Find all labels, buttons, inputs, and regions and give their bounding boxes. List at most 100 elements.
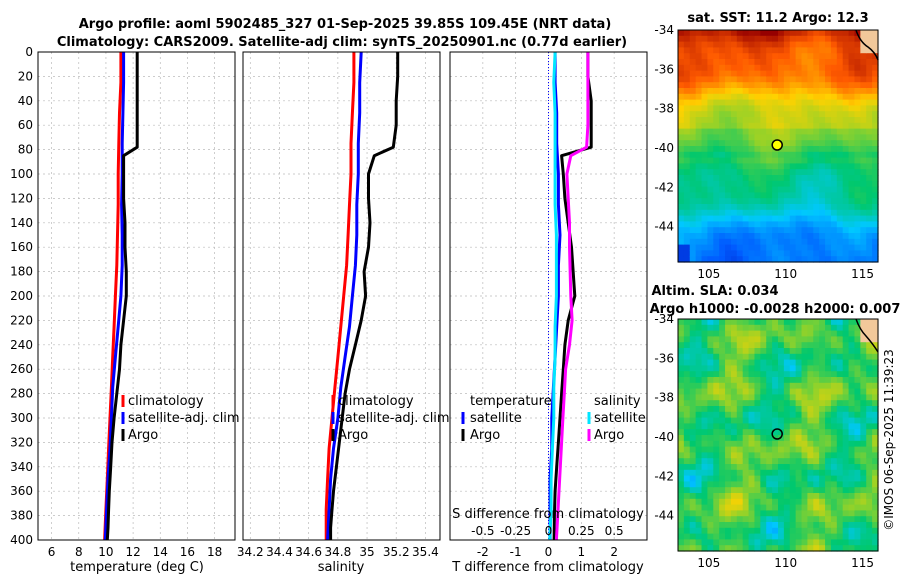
sla-heatmap-cell — [854, 411, 861, 419]
sst-heatmap-cell — [772, 215, 779, 222]
sla-heatmap-cell — [801, 446, 809, 453]
sst-heatmap-cell — [748, 186, 756, 193]
sla-heatmap-cell — [742, 539, 750, 546]
sst-heatmap-cell — [825, 134, 832, 141]
sst-heatmap-cell — [713, 64, 720, 72]
sst-heatmap-cell — [713, 70, 720, 77]
sst-heatmap-cell — [842, 134, 850, 141]
sst-heatmap-cell — [860, 122, 867, 130]
sst-heatmap-cell — [754, 134, 761, 141]
sla-heatmap-cell — [772, 545, 779, 552]
sla-heatmap-cell — [836, 342, 844, 349]
sla-heatmap-cell — [836, 435, 844, 442]
sla-heatmap-cell — [825, 510, 832, 517]
sst-heatmap-cell — [730, 157, 738, 164]
sla-heatmap-cell — [707, 452, 714, 459]
sst-heatmap-cell — [742, 93, 750, 101]
sst-heatmap-cell — [713, 250, 720, 257]
sla-heatmap-cell — [860, 400, 867, 407]
sst-heatmap-cell — [854, 157, 861, 164]
sst-heatmap-cell — [730, 209, 738, 217]
sla-heatmap-cell — [825, 365, 832, 372]
sla-heatmap-cell — [730, 336, 738, 343]
sst-heatmap-cell — [872, 151, 879, 159]
sla-heatmap-cell — [854, 510, 861, 517]
sla-heatmap-cell — [730, 487, 738, 494]
sla-heatmap-cell — [830, 382, 838, 390]
sla-heatmap-cell — [848, 319, 856, 326]
sla-heatmap-cell — [807, 388, 814, 395]
sla-heatmap-cell — [819, 417, 826, 424]
sst-heatmap-cell — [825, 105, 832, 112]
sla-heatmap-cell — [725, 446, 732, 453]
sst-heatmap-cell — [713, 215, 720, 222]
sst-heatmap-cell — [766, 233, 773, 240]
sla-heatmap-cell — [848, 348, 856, 355]
sla-heatmap-cell — [854, 377, 861, 384]
sst-heatmap-cell — [766, 41, 773, 48]
sst-heatmap-cell — [725, 157, 732, 164]
sst-heatmap-cell — [813, 105, 820, 112]
sla-heatmap-cell — [713, 435, 720, 442]
sst-heatmap-cell — [848, 128, 856, 135]
sla-heatmap-cell — [707, 539, 714, 546]
sla-heatmap-cell — [842, 469, 850, 477]
sst-heatmap-cell — [836, 151, 844, 159]
sst-heatmap-cell — [678, 59, 685, 66]
sst-heatmap-cell — [807, 233, 814, 240]
sla-heatmap-cell — [707, 481, 714, 488]
sla-heatmap-cell — [695, 469, 703, 477]
sst-heatmap-cell — [807, 140, 814, 147]
sla-heatmap-cell — [736, 498, 744, 506]
sla-heatmap-cell — [760, 342, 767, 349]
sst-heatmap-cell — [678, 88, 685, 95]
sst-heatmap-cell — [783, 186, 791, 193]
sst-heatmap-cell — [860, 157, 867, 164]
sst-heatmap-cell — [813, 157, 820, 164]
sla-heatmap-cell — [825, 435, 832, 442]
sla-heatmap-cell — [807, 464, 814, 471]
sla-heatmap-cell — [748, 417, 756, 424]
sst-heatmap-cell — [748, 134, 756, 141]
sst-heatmap-cell — [689, 180, 697, 188]
sla-heatmap-cell — [754, 342, 761, 349]
sst-heatmap-cell — [719, 146, 726, 153]
sla-heatmap-cell — [736, 516, 744, 523]
sst-heatmap-cell — [760, 250, 767, 257]
sst-heatmap-cell — [713, 111, 720, 118]
sst-heatmap-cell — [819, 88, 826, 95]
sst-heatmap-cell — [795, 157, 803, 164]
sst-heatmap-cell — [854, 238, 861, 246]
salinity-tick-label: 34.6 — [295, 545, 322, 559]
sst-heatmap-cell — [730, 82, 738, 89]
sst-heatmap-cell — [707, 140, 714, 147]
sst-heatmap-cell — [795, 192, 803, 199]
sla-heatmap-cell — [689, 388, 697, 395]
sst-heatmap-cell — [848, 250, 856, 257]
sla-heatmap-cell — [854, 481, 861, 488]
sla-heatmap-cell — [689, 382, 697, 390]
sst-heatmap-cell — [701, 256, 709, 263]
sla-heatmap-cell — [854, 435, 861, 442]
sst-heatmap-cell — [807, 76, 814, 83]
temperature-tick-label: 6 — [48, 545, 56, 559]
sst-heatmap-cell — [860, 82, 867, 89]
sst-heatmap-cell — [678, 30, 685, 37]
sla-heatmap-cell — [766, 382, 773, 390]
sst-heatmap-cell — [807, 238, 814, 246]
sla-heatmap-cell — [730, 429, 738, 436]
sst-heatmap-cell — [695, 157, 703, 164]
sst-heatmap-cell — [730, 64, 738, 72]
sla-heatmap-cell — [713, 487, 720, 494]
sst-heatmap-cell — [766, 64, 773, 72]
sst-heatmap-cell — [713, 59, 720, 66]
sst-heatmap-cell — [736, 233, 744, 240]
sla-heatmap-cell — [789, 510, 797, 517]
sst-heatmap-cell — [736, 117, 744, 124]
sla-heatmap-cell — [778, 365, 785, 372]
sla-heatmap-cell — [866, 527, 873, 535]
sla-heatmap-cell — [678, 440, 685, 448]
sla-heatmap-cell — [689, 510, 697, 517]
sst-heatmap-cell — [813, 146, 820, 153]
sla-heatmap-cell — [848, 429, 856, 436]
